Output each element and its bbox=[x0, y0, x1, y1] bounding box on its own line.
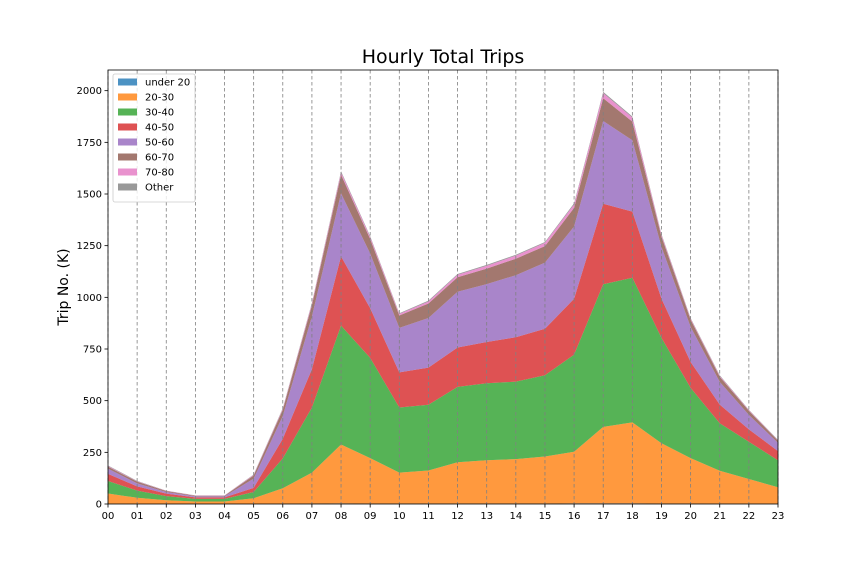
legend-label: Other bbox=[145, 183, 174, 194]
legend-swatch bbox=[118, 183, 137, 191]
x-tick-label: 18 bbox=[626, 511, 639, 522]
x-tick-label: 23 bbox=[772, 511, 785, 522]
legend-swatch bbox=[118, 93, 137, 101]
x-tick-label: 06 bbox=[276, 511, 289, 522]
x-tick-label: 07 bbox=[306, 511, 319, 522]
x-tick-label: 09 bbox=[364, 511, 377, 522]
x-tick-label: 02 bbox=[160, 511, 173, 522]
x-tick-label: 03 bbox=[189, 511, 202, 522]
chart-title: Hourly Total Trips bbox=[362, 46, 525, 68]
area-series-60-70 bbox=[108, 98, 778, 497]
area-series-30-40 bbox=[108, 277, 778, 502]
x-axis-ticks: 00 01 02 03 04 05 06 07 08 09 10 11 12 13 14 15 16 17 18 19… bbox=[102, 504, 785, 522]
y-tick-label: 750 bbox=[83, 345, 102, 356]
y-axis-label: Trip No. (K) bbox=[56, 248, 72, 326]
legend-swatch bbox=[118, 123, 137, 131]
legend-label: 40-50 bbox=[145, 123, 174, 134]
x-tick-label: 19 bbox=[655, 511, 668, 522]
x-tick-label: 13 bbox=[480, 511, 493, 522]
y-tick-label: 250 bbox=[83, 448, 102, 459]
y-tick-label: 1500 bbox=[77, 190, 102, 201]
x-tick-label: 01 bbox=[131, 511, 144, 522]
x-tick-label: 05 bbox=[247, 511, 260, 522]
legend-swatch bbox=[118, 108, 137, 116]
x-tick-label: 12 bbox=[451, 511, 464, 522]
x-tick-label: 22 bbox=[743, 511, 756, 522]
area-series-50-60 bbox=[108, 121, 778, 498]
legend-swatch bbox=[118, 168, 137, 176]
legend: under 20 20-30 30-40 40-50 50-60 60-70 70-80 Ot… bbox=[112, 73, 196, 203]
x-tick-label: 11 bbox=[422, 511, 435, 522]
x-tick-label: 14 bbox=[509, 511, 522, 522]
x-tick-label: 10 bbox=[393, 511, 406, 522]
y-tick-label: 1750 bbox=[77, 138, 102, 149]
x-tick-label: 16 bbox=[568, 511, 581, 522]
y-axis-ticks: 0 250 500 750 1000 1250 1500 1750 2000 bbox=[77, 86, 108, 511]
legend-label: 20-30 bbox=[145, 93, 174, 104]
legend-label: 60-70 bbox=[145, 153, 174, 164]
legend-label: under 20 bbox=[145, 78, 190, 89]
legend-swatch bbox=[118, 138, 137, 146]
area-series-40-50 bbox=[108, 203, 778, 499]
x-tick-label: 17 bbox=[597, 511, 610, 522]
x-tick-label: 08 bbox=[335, 511, 348, 522]
x-tick-label: 15 bbox=[539, 511, 552, 522]
legend-label: 50-60 bbox=[145, 138, 174, 149]
area-series-20-30 bbox=[108, 422, 778, 504]
legend-swatch bbox=[118, 153, 137, 161]
y-tick-label: 1250 bbox=[77, 241, 102, 252]
y-tick-label: 0 bbox=[96, 500, 102, 511]
plot-frame bbox=[107, 69, 779, 505]
x-tick-label: 04 bbox=[218, 511, 231, 522]
legend-label: 30-40 bbox=[145, 108, 174, 119]
legend-label: 70-80 bbox=[145, 168, 174, 179]
y-tick-label: 500 bbox=[83, 396, 102, 407]
x-tick-label: 00 bbox=[102, 511, 115, 522]
axes bbox=[107, 69, 779, 505]
x-tick-label: 20 bbox=[684, 511, 697, 522]
legend-swatch bbox=[118, 78, 137, 86]
y-tick-label: 2000 bbox=[77, 86, 102, 97]
y-tick-label: 1000 bbox=[77, 293, 102, 304]
x-tick-label: 21 bbox=[713, 511, 726, 522]
